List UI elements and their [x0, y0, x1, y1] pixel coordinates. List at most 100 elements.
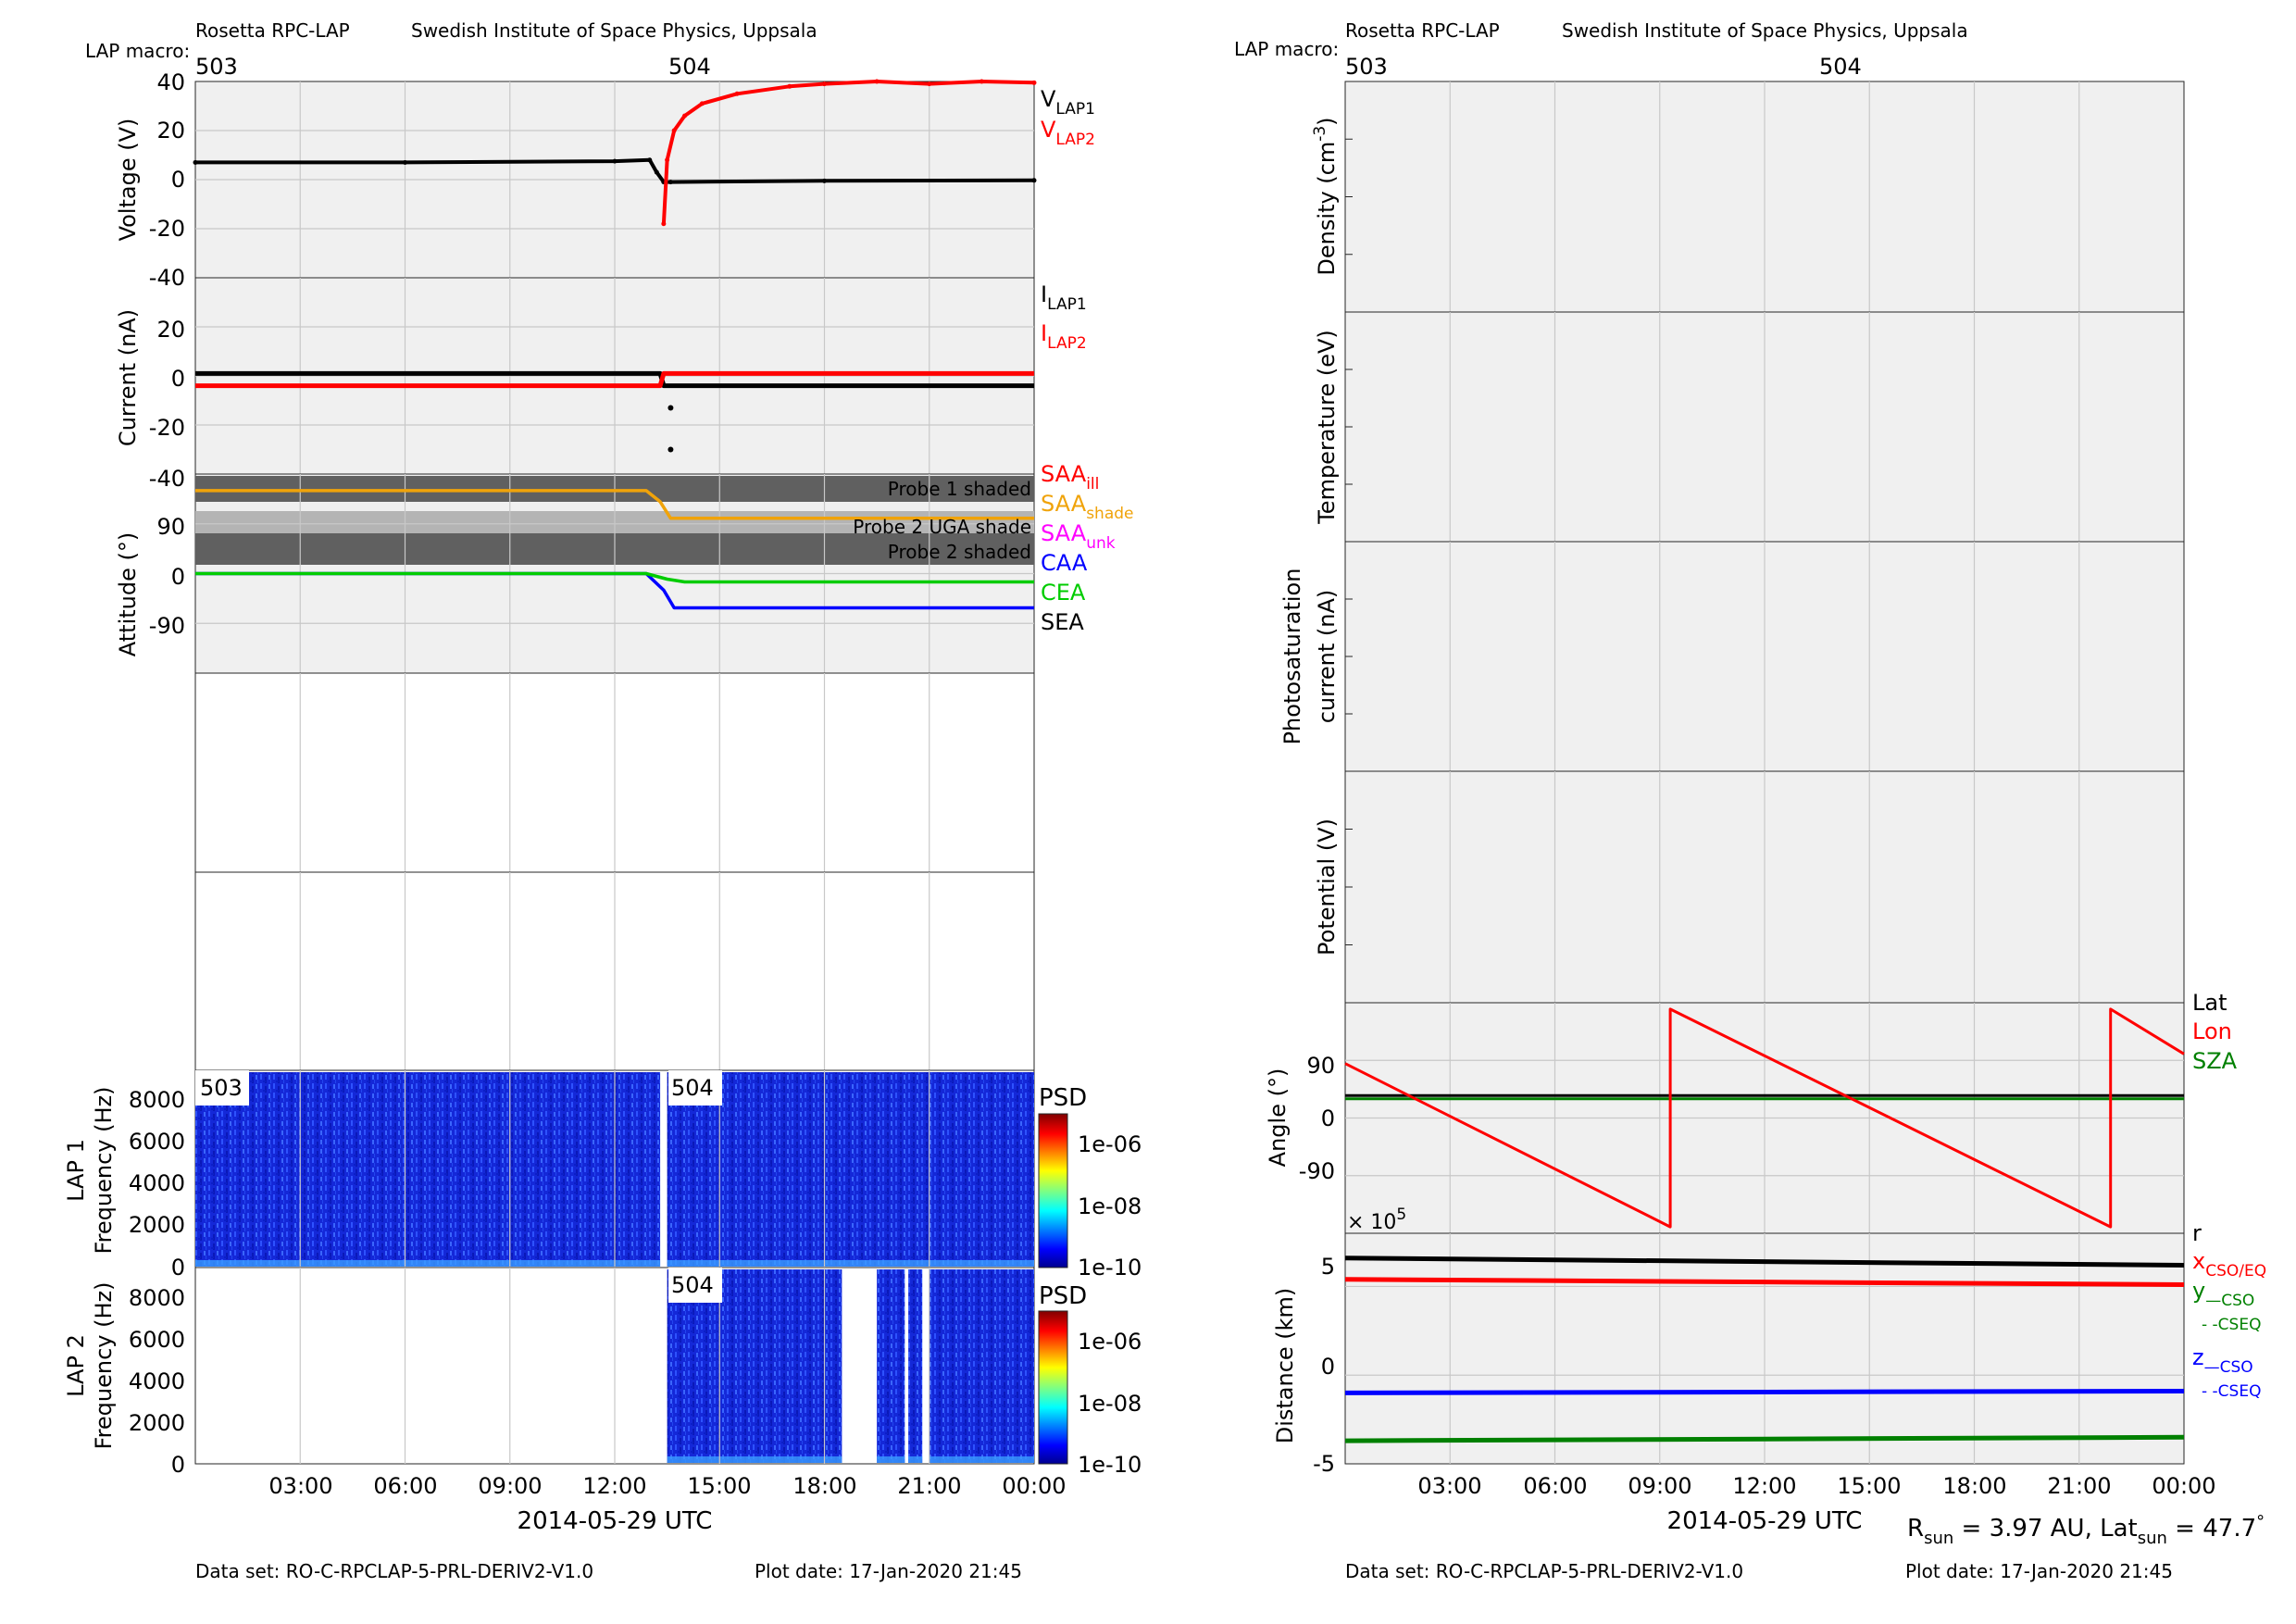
lap1-segment-lowfreq [667, 1260, 1034, 1267]
voltage-point-vlap2 [927, 81, 932, 87]
current-ytick: -20 [149, 415, 185, 441]
right-xtick: 06:00 [1523, 1473, 1587, 1499]
temperature-panel: Temperature (eV) [1314, 311, 2185, 543]
attitude-panel: Probe 1 shaded Probe 2 UGA shade Probe 2… [115, 461, 1134, 674]
potential-grid [1345, 771, 2080, 1003]
attitude-legend: SAAill SAAshade SAAunk CAA CEA SEA [1041, 461, 1134, 635]
right-xtick: 18:00 [1942, 1473, 2006, 1499]
temperature-ylabel: Temperature (eV) [1314, 330, 1340, 525]
distance-yticks: 5 0 -5 [1313, 1254, 1335, 1477]
macro-label-left: LAP macro: [85, 40, 190, 62]
lap2-ytick: 4000 [129, 1368, 185, 1394]
voltage-point-vlap2 [699, 101, 705, 106]
distance-series-r [1344, 1255, 2185, 1268]
lap1-label-box-504 [668, 1070, 722, 1106]
attitude-ytick: 90 [156, 514, 185, 540]
legend-vlap2: VLAP2 [1041, 117, 1095, 149]
header-institute-left: Swedish Institute of Space Physics, Upps… [411, 19, 817, 42]
lap1-ytick: 6000 [129, 1129, 185, 1155]
legend-cea: CEA [1041, 580, 1086, 606]
angle-yticks: 90 0 -90 [1299, 1053, 1335, 1184]
legend-saa-ill: SAAill [1041, 461, 1099, 493]
right-footer-dataset: Data set: RO-C-RPCLAP-5-PRL-DERIV2-V1.0 [1345, 1560, 1743, 1582]
angle-panel: 90 0 -90 Angle (°) Lat Lon SZA [1265, 990, 2238, 1234]
current-ytick: 0 [171, 366, 185, 392]
lap1-colorbar-tick: 1e-06 [1078, 1131, 1142, 1157]
legend-sea: SEA [1041, 609, 1084, 635]
left-xtick: 12:00 [582, 1473, 646, 1499]
empty1-grid [299, 673, 930, 872]
lap1-colorbar-title: PSD [1039, 1084, 1087, 1112]
left-footer-dataset: Data set: RO-C-RPCLAP-5-PRL-DERIV2-V1.0 [195, 1560, 593, 1582]
current-ylabel: Current (nA) [115, 309, 141, 446]
left-xtick: 00:00 [1002, 1473, 1066, 1499]
angle-ytick: 90 [1306, 1053, 1335, 1079]
voltage-point-vlap1 [654, 169, 659, 175]
lap1-colorbar [1038, 1113, 1068, 1268]
lap1-ylabel: LAP 1 [63, 1139, 89, 1202]
distance-series-x [1344, 1277, 2185, 1287]
current-outlier-point [668, 446, 674, 453]
legend-saa-unk: SAAunk [1041, 520, 1116, 553]
sun-distance-annotation: Rsun = 3.97 AU, Latsun = 47.7° [1907, 1512, 2265, 1548]
lap2-colorbar-title: PSD [1039, 1282, 1087, 1310]
legend-r: r [2192, 1220, 2202, 1246]
legend-lat: Lat [2192, 990, 2227, 1016]
angle-series-lon [1344, 1007, 2185, 1229]
voltage-point-vlap2 [734, 91, 740, 96]
lap2-spectrogram-panel: 504 8000 6000 4000 2000 0 LAP 2 Frequenc… [63, 1267, 1142, 1478]
lap2-ytick: 8000 [129, 1285, 185, 1311]
lap1-colorbar-tick: 1e-08 [1078, 1193, 1142, 1219]
shade-label-probe1: Probe 1 shaded [888, 478, 1031, 500]
voltage-point-vlap1 [822, 178, 827, 183]
distance-ytick: -5 [1313, 1451, 1335, 1477]
angle-ytick: -90 [1299, 1158, 1335, 1184]
distance-ytick: 5 [1321, 1254, 1335, 1280]
lap2-ytick: 2000 [129, 1410, 185, 1436]
current-ytick: -40 [149, 466, 185, 492]
left-xtick: 15:00 [687, 1473, 751, 1499]
right-xticks: 03:00 06:00 09:00 12:00 15:00 18:00 21:0… [1417, 1473, 2215, 1499]
attitude-series-saa [195, 489, 1034, 520]
lap1-yticks: 8000 6000 4000 2000 0 [129, 1087, 185, 1280]
empty-panel-1 [194, 672, 1035, 873]
temperature-grid [1345, 312, 2080, 542]
legend-saa-shade: SAAshade [1041, 491, 1134, 523]
lap2-segment-label-504: 504 [671, 1272, 714, 1298]
distance-ylabel: Distance (km) [1272, 1288, 1298, 1444]
voltage-point-vlap1 [193, 159, 198, 165]
voltage-ytick: -40 [149, 265, 185, 291]
density-grid [1345, 81, 2080, 312]
lap1-spectrogram-panel: 503 504 8000 6000 4000 2000 0 LAP 1 Freq… [63, 1069, 1142, 1280]
left-xticks: 03:00 06:00 09:00 12:00 15:00 18:00 21:0… [268, 1473, 1066, 1499]
distance-marks [1344, 1255, 2185, 1443]
macro-503-right: 503 [1345, 54, 1388, 80]
empty-panel-2 [194, 871, 1035, 1071]
left-xtick: 18:00 [792, 1473, 856, 1499]
lap1-ytick: 0 [171, 1255, 185, 1280]
angle-marks [1344, 1007, 2185, 1229]
lap2-colorbar-tick: 1e-08 [1078, 1391, 1142, 1417]
legend-x: xCSO/EQ [2192, 1248, 2266, 1280]
legend-y-cseq: - -CSEQ [2202, 1316, 2261, 1334]
current-grid [195, 278, 1034, 474]
left-xtick: 21:00 [897, 1473, 961, 1499]
lap2-ylabel-frequency: Frequency (Hz) [91, 1282, 117, 1450]
angle-grid [1345, 1003, 2184, 1233]
left-xtick: 03:00 [268, 1473, 332, 1499]
voltage-point-vlap1 [1031, 178, 1037, 183]
distance-series-z [1344, 1389, 2185, 1395]
voltage-point-vlap2 [665, 157, 670, 163]
attitude-ytick: -90 [149, 613, 185, 639]
angle-ylabel: Angle (°) [1265, 1068, 1291, 1168]
current-yticks: 20 0 -20 -40 [149, 317, 185, 492]
lap2-colorbar-tick: 1e-06 [1078, 1329, 1142, 1355]
voltage-point-vlap1 [647, 157, 653, 163]
voltage-ytick: -20 [149, 216, 185, 242]
right-xtick: 15:00 [1837, 1473, 1901, 1499]
legend-sza: SZA [2192, 1048, 2238, 1074]
voltage-ylabel: Voltage (V) [115, 119, 141, 242]
voltage-ytick: 40 [156, 69, 185, 95]
lap1-segment [195, 1072, 661, 1267]
legend-ilap1: ILAP1 [1041, 281, 1087, 314]
